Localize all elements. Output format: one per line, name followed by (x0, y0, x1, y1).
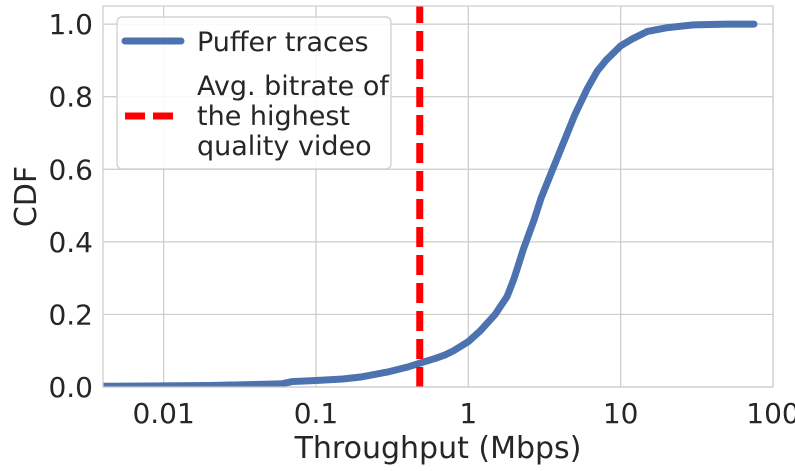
legend-box (116, 16, 392, 170)
y-axis-title: CDF (9, 166, 44, 227)
x-tick-label-3: 10 (603, 397, 639, 430)
y-tick-label-3: 0.6 (48, 153, 93, 186)
x-tick-label-2: 1 (459, 397, 477, 430)
legend-label-avg-bitrate: Avg. bitrate of the highest quality video (197, 71, 390, 162)
legend: Puffer traces Avg. bitrate of the highest q… (116, 16, 392, 170)
series-layer (103, 6, 758, 387)
y-tick-label-1: 0.2 (48, 298, 93, 331)
tick-labels: 0.01 0.1 1 10 100 0.0 0.2 0.4 0.6 0.8 1.0 (48, 8, 795, 430)
legend-label-puffer-traces: Puffer traces (197, 27, 369, 58)
y-tick-label-5: 1.0 (48, 8, 93, 41)
plot-frame (102, 5, 774, 388)
x-axis-title: Throughput (Mbps) (294, 431, 582, 466)
x-tick-label-1: 0.1 (294, 397, 339, 430)
y-tick-label-0: 0.0 (48, 371, 93, 404)
x-tick-label-4: 100 (746, 397, 795, 430)
x-tick-label-0: 0.01 (132, 397, 194, 430)
y-tick-label-2: 0.4 (48, 226, 93, 259)
puffer-traces-line (103, 20, 758, 387)
y-tick-label-4: 0.8 (48, 81, 93, 114)
